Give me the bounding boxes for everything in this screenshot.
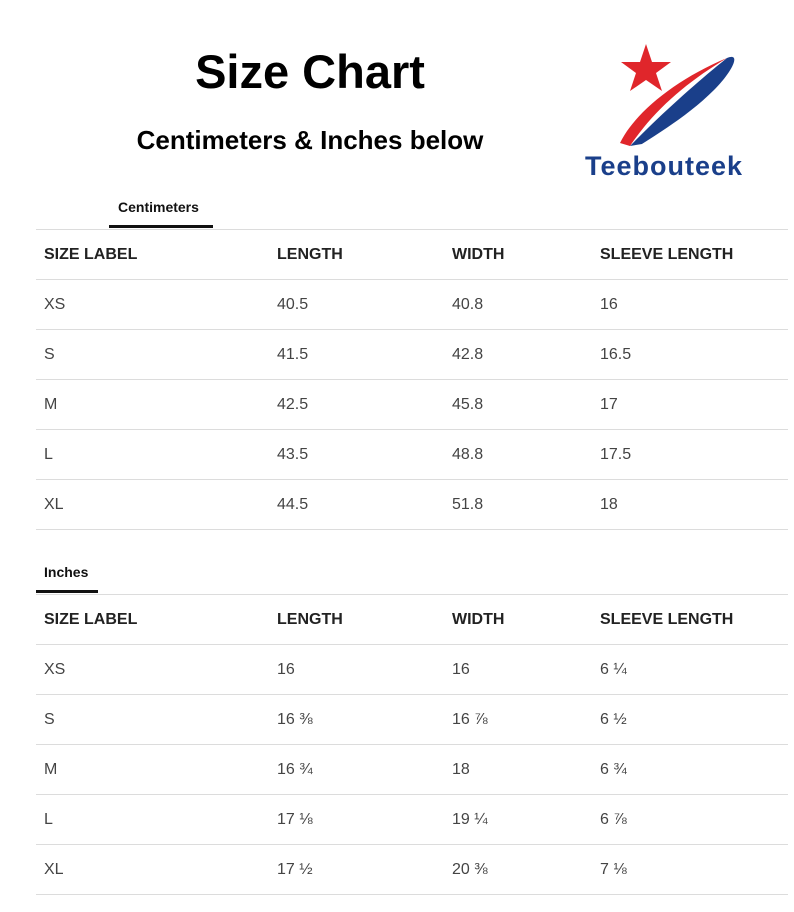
table-row: XS 40.5 40.8 16 bbox=[36, 279, 788, 330]
table-row: S 16 ⅜ 16 ⅞ 6 ½ bbox=[36, 694, 788, 745]
tab-centimeters-indicator bbox=[109, 225, 213, 228]
cell-length: 40.5 bbox=[269, 279, 444, 330]
cell-width: 45.8 bbox=[444, 379, 592, 430]
cell-length: 44.5 bbox=[269, 479, 444, 530]
cell-length: 16 bbox=[269, 644, 444, 695]
table-row: M 16 ¾ 18 6 ¾ bbox=[36, 744, 788, 795]
header-length: LENGTH bbox=[269, 230, 444, 280]
cell-width: 40.8 bbox=[444, 279, 592, 330]
table-row: L 43.5 48.8 17.5 bbox=[36, 429, 788, 480]
brand-name: Teebouteek bbox=[585, 151, 744, 181]
cell-sleeve: 17.5 bbox=[592, 429, 788, 480]
header-width: WIDTH bbox=[444, 230, 592, 280]
cell-length: 41.5 bbox=[269, 329, 444, 380]
cell-size: XL bbox=[36, 844, 269, 895]
cell-size: XL bbox=[36, 479, 269, 530]
cell-sleeve: 6 ¼ bbox=[592, 644, 788, 695]
header-sleeve-length: SLEEVE LENGTH bbox=[592, 595, 788, 645]
size-table-centimeters: SIZE LABEL LENGTH WIDTH SLEEVE LENGTH XS… bbox=[36, 230, 788, 530]
header-length: LENGTH bbox=[269, 595, 444, 645]
header-size-label: SIZE LABEL bbox=[36, 595, 269, 645]
tab-inches[interactable]: Inches bbox=[44, 564, 89, 580]
cell-width: 18 bbox=[444, 744, 592, 795]
cell-length: 43.5 bbox=[269, 429, 444, 480]
table-header-row: SIZE LABEL LENGTH WIDTH SLEEVE LENGTH bbox=[36, 595, 788, 645]
cell-sleeve: 17 bbox=[592, 379, 788, 430]
tab-inches-indicator bbox=[36, 590, 98, 593]
page-subtitle: Centimeters & Inches below bbox=[136, 125, 484, 155]
cell-sleeve: 6 ⅞ bbox=[592, 794, 788, 845]
table-row: XS 16 16 6 ¼ bbox=[36, 644, 788, 695]
cell-width: 48.8 bbox=[444, 429, 592, 480]
cell-size: XS bbox=[36, 279, 269, 330]
cell-size: S bbox=[36, 694, 269, 745]
brand-logo-star-swoosh-icon bbox=[620, 44, 735, 148]
cell-length: 17 ½ bbox=[269, 844, 444, 895]
header-size-label: SIZE LABEL bbox=[36, 230, 269, 280]
table-row: XL 17 ½ 20 ⅜ 7 ⅛ bbox=[36, 844, 788, 895]
cell-length: 17 ⅛ bbox=[269, 794, 444, 845]
cell-width: 20 ⅜ bbox=[444, 844, 592, 895]
cell-size: XS bbox=[36, 644, 269, 695]
table-row: S 41.5 42.8 16.5 bbox=[36, 329, 788, 380]
size-table-inches: SIZE LABEL LENGTH WIDTH SLEEVE LENGTH XS… bbox=[36, 595, 788, 895]
tab-centimeters[interactable]: Centimeters bbox=[118, 199, 199, 215]
cell-sleeve: 16.5 bbox=[592, 329, 788, 380]
cell-length: 16 ¾ bbox=[269, 744, 444, 795]
cell-length: 16 ⅜ bbox=[269, 694, 444, 745]
cell-sleeve: 18 bbox=[592, 479, 788, 530]
header-sleeve-length: SLEEVE LENGTH bbox=[592, 230, 788, 280]
cell-size: M bbox=[36, 379, 269, 430]
cell-sleeve: 6 ½ bbox=[592, 694, 788, 745]
cell-size: L bbox=[36, 794, 269, 845]
header-width: WIDTH bbox=[444, 595, 592, 645]
section-divider bbox=[36, 594, 788, 595]
cell-width: 51.8 bbox=[444, 479, 592, 530]
cell-width: 16 bbox=[444, 644, 592, 695]
page-title: Size Chart bbox=[195, 45, 425, 98]
cell-size: L bbox=[36, 429, 269, 480]
cell-sleeve: 7 ⅛ bbox=[592, 844, 788, 895]
cell-size: S bbox=[36, 329, 269, 380]
table-row: XL 44.5 51.8 18 bbox=[36, 479, 788, 530]
cell-size: M bbox=[36, 744, 269, 795]
cell-width: 19 ¼ bbox=[444, 794, 592, 845]
cell-sleeve: 16 bbox=[592, 279, 788, 330]
section-divider bbox=[36, 229, 788, 230]
cell-width: 16 ⅞ bbox=[444, 694, 592, 745]
table-row: M 42.5 45.8 17 bbox=[36, 379, 788, 430]
cell-sleeve: 6 ¾ bbox=[592, 744, 788, 795]
cell-width: 42.8 bbox=[444, 329, 592, 380]
table-row: L 17 ⅛ 19 ¼ 6 ⅞ bbox=[36, 794, 788, 845]
table-header-row: SIZE LABEL LENGTH WIDTH SLEEVE LENGTH bbox=[36, 230, 788, 280]
cell-length: 42.5 bbox=[269, 379, 444, 430]
